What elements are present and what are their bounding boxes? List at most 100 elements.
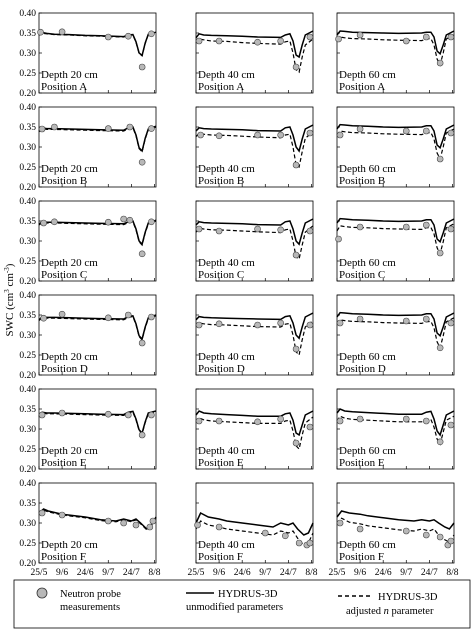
series-adjusted-line bbox=[336, 317, 455, 350]
obs-point bbox=[422, 33, 430, 41]
panel-position-label: Position C bbox=[198, 269, 244, 281]
y-axis-label-end: ) bbox=[4, 263, 16, 267]
series-adjusted-line bbox=[195, 38, 314, 74]
obs-point bbox=[148, 218, 155, 226]
obs-point bbox=[58, 28, 66, 36]
obs-point bbox=[40, 314, 47, 322]
legend-unmod-label-1: HYDRUS-3D bbox=[218, 589, 278, 600]
obs-point bbox=[58, 511, 66, 519]
y-tick-label: 0.20 bbox=[19, 371, 36, 381]
obs-point bbox=[277, 415, 284, 423]
panel-depth-label: Depth 20 cm bbox=[41, 257, 98, 269]
x-tick-label: 25/5 bbox=[188, 568, 205, 578]
obs-point bbox=[148, 313, 155, 321]
series-unmodified-line bbox=[336, 311, 455, 338]
obs-point bbox=[336, 131, 344, 139]
y-axis-label-mid: cm bbox=[4, 273, 16, 290]
y-tick-label: 0.35 bbox=[19, 405, 36, 415]
series-unmodified-line bbox=[195, 30, 314, 59]
panel-position-label: Position A bbox=[41, 81, 87, 93]
panel-depth-label: Depth 20 cm bbox=[41, 163, 98, 175]
series-adjusted-line bbox=[38, 32, 157, 57]
y-tick-label: 0.40 bbox=[19, 103, 36, 113]
x-tick-label: 9/6 bbox=[213, 568, 225, 578]
obs-point bbox=[306, 33, 314, 41]
panel-depth-label: Depth 20 cm bbox=[41, 351, 98, 363]
obs-point bbox=[402, 317, 410, 325]
obs-point bbox=[254, 321, 261, 329]
x-tick-label: 9/7 bbox=[400, 568, 412, 578]
series-adjusted-line bbox=[38, 315, 157, 342]
obs-point bbox=[104, 33, 112, 41]
obs-point bbox=[436, 344, 444, 352]
obs-point bbox=[277, 131, 284, 139]
panel-depth-label: Depth 60 cm bbox=[339, 539, 396, 551]
panel-depth-label: Depth 40 cm bbox=[198, 539, 255, 551]
obs-point bbox=[37, 28, 44, 36]
panel: 0.20 0.25 0.30 0.35 0.40 Depth 20 cmPosition … bbox=[19, 291, 157, 381]
panel-depth-label: Depth 40 cm bbox=[198, 257, 255, 269]
obs-point bbox=[254, 38, 261, 46]
y-tick-label: 0.30 bbox=[19, 425, 36, 435]
series-unmodified-line bbox=[336, 510, 455, 530]
x-tick-label: 8/8 bbox=[446, 568, 458, 578]
panel-depth-label: Depth 60 cm bbox=[339, 257, 396, 269]
obs-point bbox=[146, 523, 154, 531]
y-tick-label: 0.25 bbox=[19, 163, 36, 173]
series-adjusted-line bbox=[336, 415, 455, 446]
obs-point bbox=[436, 438, 444, 446]
obs-point bbox=[422, 221, 430, 229]
obs-point bbox=[402, 415, 410, 423]
panel-depth-label: Depth 60 cm bbox=[339, 351, 396, 363]
obs-point bbox=[292, 439, 300, 447]
x-tick-label: 25/5 bbox=[329, 568, 346, 578]
obs-point bbox=[148, 125, 155, 132]
panel-position-label: Position E bbox=[198, 457, 244, 469]
obs-point bbox=[132, 521, 140, 529]
obs-point bbox=[356, 315, 364, 323]
x-tick-label: 24/7 bbox=[421, 568, 438, 578]
series-unmodified-line bbox=[38, 125, 157, 153]
y-axis-label-sup2: -3 bbox=[3, 267, 11, 273]
y-tick-label: 0.25 bbox=[19, 539, 36, 549]
series-adjusted-line bbox=[336, 223, 455, 256]
legend-adj-label-2: adjusted n parameter bbox=[346, 606, 434, 617]
series-adjusted-line bbox=[38, 220, 157, 247]
panel-depth-label: Depth 40 cm bbox=[198, 351, 255, 363]
y-tick-label: 0.30 bbox=[19, 49, 36, 59]
obs-point bbox=[120, 519, 127, 527]
panel-depth-label: Depth 40 cm bbox=[198, 69, 255, 81]
y-tick-label: 0.25 bbox=[19, 445, 36, 455]
legend-obs-label-2: measurements bbox=[60, 602, 120, 613]
panel-position-label: Position B bbox=[339, 175, 385, 187]
series-adjusted-line bbox=[38, 411, 157, 435]
series-unmodified-line bbox=[195, 511, 314, 536]
obs-point bbox=[138, 158, 146, 166]
obs-point bbox=[292, 345, 300, 353]
x-tick-label: 25/5 bbox=[31, 568, 48, 578]
panel: 0.20 0.25 0.30 0.35 0.40 Depth 20 cmPosition … bbox=[19, 9, 157, 99]
panel-position-label: Position F bbox=[41, 551, 86, 563]
obs-point bbox=[124, 32, 132, 40]
obs-point bbox=[306, 423, 314, 431]
obs-point bbox=[215, 37, 223, 45]
y-tick-label: 0.25 bbox=[19, 351, 36, 361]
obs-point bbox=[104, 218, 112, 226]
obs-point bbox=[292, 251, 300, 259]
panel-depth-label: Depth 40 cm bbox=[198, 163, 255, 175]
obs-point bbox=[38, 411, 46, 419]
legend-adj-label-n: n bbox=[384, 606, 389, 617]
obs-point bbox=[356, 525, 364, 533]
obs-point bbox=[447, 129, 455, 137]
obs-point bbox=[422, 127, 430, 135]
panel-position-label: Position B bbox=[41, 175, 87, 187]
y-tick-label: 0.25 bbox=[19, 257, 36, 267]
obs-point bbox=[104, 517, 112, 525]
legend-unmod-label-2: unmodified parameters bbox=[186, 602, 283, 613]
panel: 0.20 0.25 0.30 0.35 0.40 Depth 20 cmPosition … bbox=[19, 197, 157, 287]
panel-position-label: Position F bbox=[198, 551, 243, 563]
obs-point bbox=[335, 35, 342, 43]
